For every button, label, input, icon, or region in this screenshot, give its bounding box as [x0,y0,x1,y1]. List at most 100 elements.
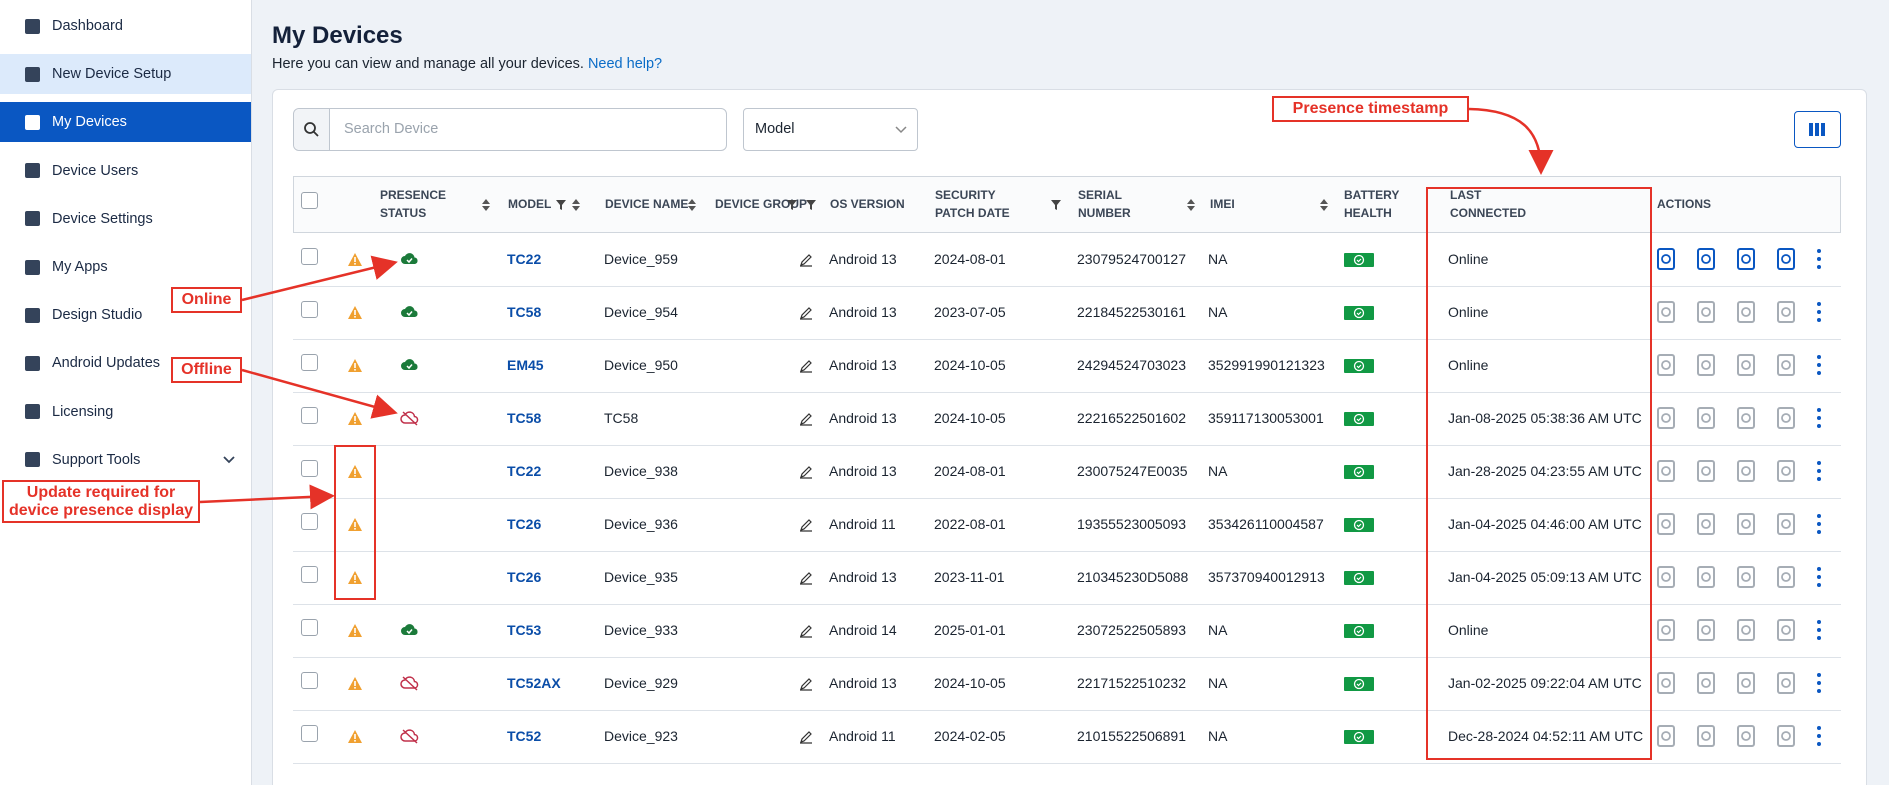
nav-label: My Devices [52,114,127,131]
dropdown-label: Model [755,121,795,137]
row-checkbox[interactable] [301,513,318,530]
row-checkbox[interactable] [301,725,318,742]
patch-date: 2024-08-01 [934,463,1006,479]
row-checkbox[interactable] [301,460,318,477]
annotation-arrow [241,255,398,302]
last-connected: Jan-04-2025 04:46:00 AM UTC [1448,516,1642,532]
search-box[interactable]: Search Device [293,108,727,151]
action-icon [1737,354,1755,376]
model-link[interactable]: EM45 [507,357,544,373]
more-menu [1817,249,1821,269]
nav-label: Design Studio [52,307,143,324]
row-checkbox[interactable] [301,407,318,424]
last-connected: Jan-04-2025 05:09:13 AM UTC [1448,569,1642,585]
battery-icon [1344,306,1374,320]
sort-icon [572,199,580,211]
nav-label: My Apps [52,259,108,275]
imei: 353426110004587 [1208,516,1324,532]
last-connected: Online [1448,251,1489,267]
serial-number: 22184522530161 [1077,304,1187,320]
row-checkbox[interactable] [301,301,318,318]
more-menu [1817,726,1821,746]
last-connected: Online [1448,357,1489,373]
sidebar: Dashboard New Device Setup My Devices Devic… [0,0,252,785]
model-link[interactable]: TC22 [507,463,542,479]
filter-icon [556,200,566,210]
action-icon [1777,672,1795,694]
row-checkbox[interactable] [301,248,318,265]
row-checkbox[interactable] [301,672,318,689]
battery-icon [1344,730,1374,744]
os-version: Android 13 [829,251,897,267]
row-checkbox[interactable] [301,354,318,371]
action-icon [1737,248,1755,270]
columns-button[interactable] [1794,111,1841,148]
model-link[interactable]: TC52 [507,728,542,744]
warning-icon [348,412,362,425]
model-link[interactable]: TC52AX [507,675,561,691]
select-all-checkbox[interactable] [301,192,318,209]
patch-date: 2024-10-05 [934,410,1006,426]
model-link[interactable]: TC58 [507,304,542,320]
chevron [895,126,907,134]
device-name: Device_929 [604,675,678,691]
device-name: Device_938 [604,463,678,479]
presence-online [401,253,418,264]
annotation-label: Update required for device presence disp… [2,480,200,523]
nav-item[interactable]: My Devices [0,102,251,143]
nav-item[interactable]: Dashboard [0,6,251,46]
action-icon [1737,725,1755,747]
imei: NA [1208,304,1228,320]
row-checkbox[interactable] [301,566,318,583]
device-name: Device_923 [604,728,678,744]
edit-group-icon [800,360,812,373]
model-link[interactable]: TC58 [507,410,542,426]
column-header: SERIAL NUMBER [1078,188,1131,220]
nav-item[interactable]: Android Updates [0,343,251,383]
nav-icon [25,307,40,323]
column-header: DEVICE GROUP [715,197,808,211]
patch-date: 2023-07-05 [934,304,1006,320]
action-icon [1697,354,1715,376]
nav-icon [25,355,40,371]
battery-icon [1344,571,1374,585]
more-menu [1817,567,1821,587]
nav-item[interactable]: My Apps [0,247,251,287]
model-link[interactable]: TC26 [507,516,542,532]
model-dropdown[interactable]: Model [743,108,918,151]
nav-item[interactable]: Device Settings [0,199,251,239]
table-row: EM45 Device_950 Android 13 2024-10-05 242945… [293,339,1841,393]
row-checkbox[interactable] [301,619,318,636]
annotation-arrow [241,368,398,419]
edit-group-icon [800,731,812,744]
sort-icon [1320,199,1328,211]
device-name: Device_950 [604,357,678,373]
nav-item[interactable]: Licensing [0,392,251,432]
nav-label: Device Settings [52,210,153,227]
patch-date: 2025-01-01 [934,622,1006,638]
battery-icon [1344,677,1374,691]
last-connected: Dec-28-2024 04:52:11 AM UTC [1448,728,1644,744]
action-icon [1777,248,1795,270]
model-link[interactable]: TC26 [507,569,542,585]
model-link[interactable]: TC53 [507,622,542,638]
warning-icon [348,465,362,478]
nav-item[interactable]: New Device Setup [0,54,251,95]
table-row: TC58 Device_954 Android 13 2023-07-05 221845… [293,286,1841,340]
nav-item[interactable]: Support Tools [0,440,251,480]
action-icon [1777,407,1795,429]
warning-icon [348,571,362,584]
imei: 357370940012913 [1208,569,1325,585]
serial-number: 24294524703023 [1077,357,1187,373]
nav-item[interactable]: Design Studio [0,295,251,335]
action-icon [1657,354,1675,376]
action-icon [1777,460,1795,482]
annotation-label: Online [171,287,242,313]
action-icon [1697,460,1715,482]
help-link[interactable]: Need help? [587,56,663,72]
table-header [293,176,1841,233]
model-link[interactable]: TC22 [507,251,542,267]
os-version: Android 14 [829,622,897,638]
nav-item[interactable]: Device Users [0,151,251,191]
